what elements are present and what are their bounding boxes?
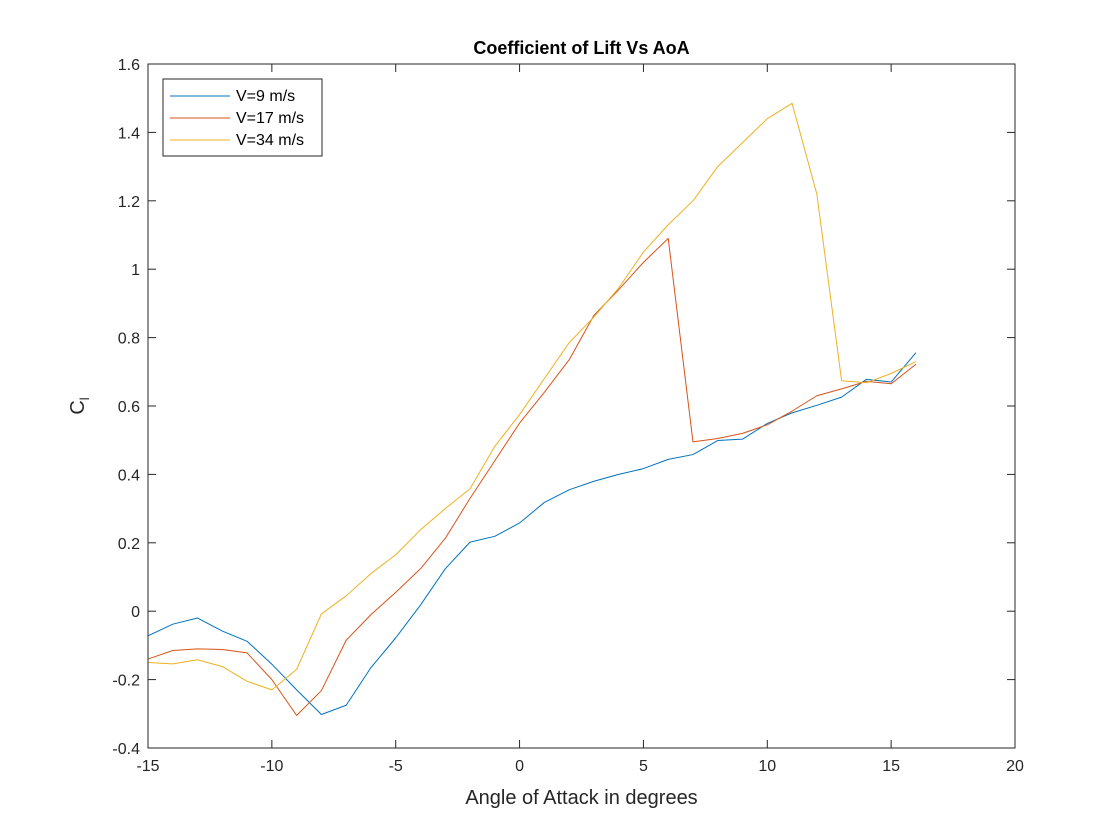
y-tick-label: 1.2 [118,194,140,211]
x-tick-label: 5 [639,758,648,775]
x-tick-label: 20 [1006,758,1024,775]
x-tick-label: -10 [260,758,283,775]
plot-area [148,64,1015,748]
legend-label-0: V=9 m/s [236,88,295,105]
legend-label-1: V=17 m/s [236,110,304,127]
x-tick-label: -5 [389,758,403,775]
y-tick-label: 1 [131,262,140,279]
y-axis-label-main: C [67,400,89,414]
axes-box [147,63,1016,749]
series-layer [147,102,917,717]
y-tick-label: 0.4 [118,467,140,484]
series-line-v-9-m-s [147,352,917,715]
legend-label-2: V=34 m/s [236,132,304,149]
y-tick-label: -0.2 [112,673,140,690]
x-axis-label: Angle of Attack in degrees [465,787,697,809]
chart-title: Coefficient of Lift Vs AoA [473,38,689,58]
x-tick-label: 0 [515,758,524,775]
y-axis-label-subscript: l [77,397,92,400]
y-tick-label: 1.6 [118,57,140,74]
legend: V=9 m/s V=17 m/s V=34 m/s [162,78,323,157]
y-tick-label: 0 [131,604,140,621]
x-tick-label: -15 [136,758,159,775]
y-tick-label: 1.4 [118,125,140,142]
y-axis-label: Cl [67,397,92,414]
ticks-layer: -15 -10 -5 0 5 10 15 20 -0.4 -0.2 0 0.2 0.4 0.6 0.8 1 1.… [112,57,1024,775]
series-line-v-34-m-s [147,102,917,691]
y-tick-label: 0.8 [118,331,140,348]
y-tick-label: 0.6 [118,399,140,416]
series-line-v-17-m-s [147,237,917,717]
y-tick-label: 0.2 [118,536,140,553]
x-tick-label: 10 [758,758,776,775]
y-tick-label: -0.4 [112,741,140,758]
x-tick-label: 15 [882,758,900,775]
